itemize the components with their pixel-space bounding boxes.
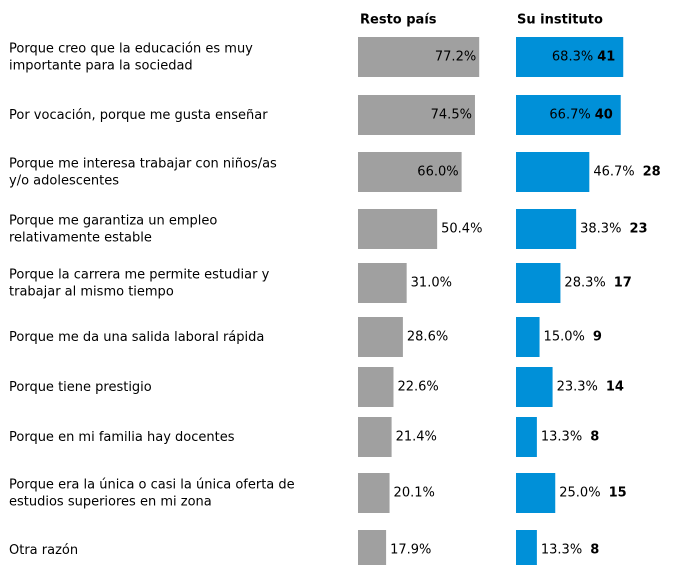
count-label: 14: [606, 380, 624, 395]
bar: [358, 417, 392, 457]
value-label: 77.2%: [435, 50, 476, 65]
category-label: Porque me garantiza un empleo relativamen…: [9, 213, 217, 245]
bar: [516, 37, 624, 77]
value-label: 22.6%: [397, 380, 438, 395]
count-label: 28: [643, 165, 661, 180]
value-label: 28.6%: [407, 330, 448, 345]
category-label: Por vocación, porque me gusta enseñar: [9, 108, 268, 123]
value-label: 68.3%: [552, 50, 593, 65]
bar: [358, 473, 390, 513]
bar: [516, 152, 590, 192]
bar: [516, 317, 540, 357]
bar: [358, 317, 403, 357]
bar: [516, 95, 621, 135]
value-label: 25.0%: [559, 486, 600, 501]
bar: [358, 209, 438, 249]
category-label: Otra razón: [9, 543, 78, 558]
value-label: 66.7%: [549, 108, 590, 123]
value-label: 17.9%: [390, 543, 431, 558]
legend-entry: Resto país: [360, 13, 437, 28]
bar: [516, 530, 537, 565]
value-label: 28.3%: [564, 276, 605, 291]
legend-entry: Su instituto: [517, 13, 603, 28]
count-label: 23: [629, 222, 647, 237]
value-label: 50.4%: [441, 222, 482, 237]
value-label: 13.3%: [541, 430, 582, 445]
count-label: 17: [614, 276, 632, 291]
bar: [358, 530, 387, 565]
bar: [358, 263, 407, 303]
bar: [358, 95, 475, 135]
count-label: 8: [590, 543, 599, 558]
bar: [516, 263, 561, 303]
count-label: 9: [593, 330, 602, 345]
count-label: 15: [609, 486, 627, 501]
count-label: 8: [590, 430, 599, 445]
count-label: 41: [597, 50, 615, 65]
category-label: Porque era la única o casi la única ofer…: [9, 477, 295, 509]
count-label: 40: [595, 108, 613, 123]
bar: [516, 473, 556, 513]
bar: [516, 367, 553, 407]
bar: [516, 209, 577, 249]
bar: [358, 367, 394, 407]
value-label: 74.5%: [431, 108, 472, 123]
category-label: Porque creo que la educación es muy impor…: [9, 41, 253, 73]
value-label: 20.1%: [394, 486, 435, 501]
bar: [358, 152, 462, 192]
bar: [358, 37, 480, 77]
bar: [516, 417, 537, 457]
category-label: Porque tiene prestigio: [9, 380, 152, 395]
value-label: 66.0%: [417, 165, 458, 180]
category-label: Porque me da una salida laboral rápida: [9, 330, 264, 345]
value-label: 46.7%: [593, 165, 634, 180]
value-label: 38.3%: [580, 222, 621, 237]
value-label: 15.0%: [544, 330, 585, 345]
value-label: 31.0%: [411, 276, 452, 291]
value-label: 23.3%: [557, 380, 598, 395]
category-label: Porque me interesa trabajar con niños/as…: [9, 156, 277, 188]
category-label: Porque en mi familia hay docentes: [9, 430, 235, 445]
value-label: 13.3%: [541, 543, 582, 558]
value-label: 21.4%: [396, 430, 437, 445]
